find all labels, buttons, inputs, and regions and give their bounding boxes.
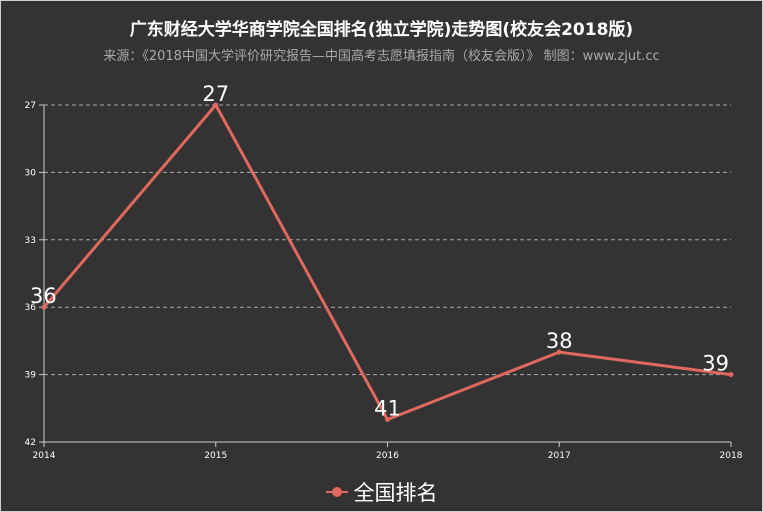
data-label: 38	[546, 329, 573, 353]
data-label: 27	[202, 82, 229, 106]
y-tick-label: 36	[25, 303, 37, 313]
data-label: 36	[30, 284, 57, 308]
series-line	[42, 103, 732, 422]
y-tick-label: 39	[25, 371, 37, 381]
chart-subtitle: 来源：《2018中国大学评价研究报告—中国高考志愿填报指南（校友会版）》 制图：…	[103, 49, 660, 64]
legend-marker-icon	[325, 487, 348, 497]
data-label: 41	[374, 397, 401, 421]
y-tick-label: 30	[25, 168, 37, 178]
data-point	[41, 304, 47, 310]
x-tick-label: 2016	[376, 451, 399, 461]
y-tick-label: 27	[25, 101, 36, 111]
data-point	[556, 349, 562, 355]
legend: 全国排名	[1, 477, 762, 507]
legend-item-series[interactable]: 全国排名	[325, 477, 438, 507]
y-tick-label: 33	[25, 236, 36, 246]
data-label: 39	[702, 352, 729, 376]
x-tick-label: 2015	[204, 451, 227, 461]
grid-lines	[44, 104, 731, 376]
legend-label: 全国排名	[353, 481, 438, 505]
data-point	[213, 102, 219, 108]
x-tick-label: 2017	[548, 451, 571, 461]
data-point	[728, 372, 734, 378]
axes: 27 30 33 36 39 42 2014 2015 2016 2017 2018	[25, 101, 743, 461]
chart-title: 广东财经大学华商学院全国排名(独立学院)走势图(校友会2018版)	[129, 20, 634, 40]
data-point	[385, 417, 390, 423]
y-tick-label: 42	[25, 438, 36, 448]
x-tick-label: 2014	[33, 451, 56, 461]
x-tick-label: 2018	[720, 451, 743, 461]
series-group: 36 27 41 38 39	[30, 82, 734, 423]
